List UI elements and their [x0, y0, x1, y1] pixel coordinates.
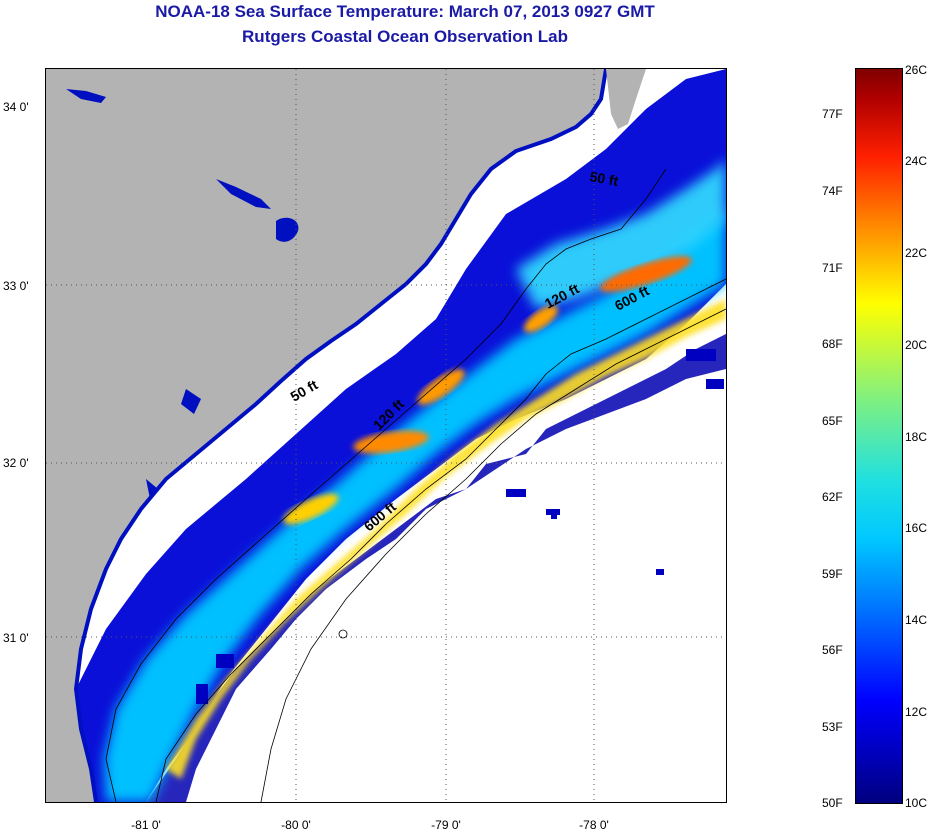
isobath-120ft [155, 278, 726, 802]
colorbar-f-59: 59F [822, 567, 843, 581]
colorbar-f-77: 77F [822, 107, 843, 121]
isobaths [105, 168, 726, 802]
colorbar-c-20: 20C [905, 338, 928, 352]
map-title: NOAA-18 Sea Surface Temperature: March 0… [155, 2, 655, 21]
warm-core-1 [353, 430, 429, 454]
estuary-3 [181, 389, 201, 414]
offshore-patches [196, 349, 724, 704]
colorbar-c-26: 26C [905, 63, 928, 77]
warm-core-4 [523, 305, 559, 333]
lon-label-81: -81 0' [131, 818, 161, 832]
land-northeast [606, 69, 646, 129]
isobath-600ft [260, 308, 726, 802]
sst-map-svg: 50 ft 50 ft 120 ft 120 ft 600 ft 600 ft [46, 69, 726, 802]
isobath-50ft [105, 168, 667, 802]
contour-label-50ft-north: 50 ft [588, 168, 619, 189]
colorbar-f-53: 53F [822, 720, 843, 734]
sst-map: 50 ft 50 ft 120 ft 120 ft 600 ft 600 ft [45, 68, 727, 803]
isobath-knoll [338, 629, 348, 639]
lon-label-78: -78 0' [579, 818, 609, 832]
estuary-1 [216, 179, 271, 209]
lon-label-80: -80 0' [281, 818, 311, 832]
lat-label-34: 34 0' [3, 100, 29, 114]
colorbar-c-12: 12C [905, 705, 928, 719]
colorbar-f-71: 71F [822, 261, 843, 275]
lat-label-32: 32 0' [3, 456, 29, 470]
contour-label-50ft-south: 50 ft [288, 376, 321, 404]
colorbar-f-68: 68F [822, 337, 843, 351]
estuary-2 [66, 89, 106, 103]
land-mainland [46, 69, 606, 802]
warm-core-2 [417, 369, 465, 405]
lat-label-33: 33 0' [3, 279, 29, 293]
upper-shelf-plume [516, 159, 726, 309]
estuary-4 [146, 479, 158, 499]
mid-shelf-water [104, 209, 726, 802]
colorbar-c-16: 16C [905, 521, 928, 535]
lon-label-79: -79 0' [431, 818, 461, 832]
colorbar-c-24: 24C [905, 154, 928, 168]
colorbar-f-62: 62F [822, 490, 843, 504]
colorbar-c-18: 18C [905, 430, 928, 444]
colorbar-c-22: 22C [905, 246, 928, 260]
map-subtitle: Rutgers Coastal Ocean Observation Lab [242, 27, 568, 46]
temperature-colorbar [855, 68, 903, 804]
lat-label-31: 31 0' [3, 631, 29, 645]
colorbar-f-50: 50F [822, 796, 843, 810]
lake-marion [276, 217, 299, 242]
colorbar-f-56: 56F [822, 643, 843, 657]
colorbar-f-74: 74F [822, 184, 843, 198]
warm-core-3 [600, 256, 692, 292]
warm-core-5 [283, 493, 339, 525]
colorbar-f-65: 65F [822, 414, 843, 428]
offshore-speckle [146, 334, 726, 802]
coastline [73, 69, 608, 802]
colorbar-c-14: 14C [905, 613, 928, 627]
colorbar-c-10: 10C [905, 796, 928, 810]
